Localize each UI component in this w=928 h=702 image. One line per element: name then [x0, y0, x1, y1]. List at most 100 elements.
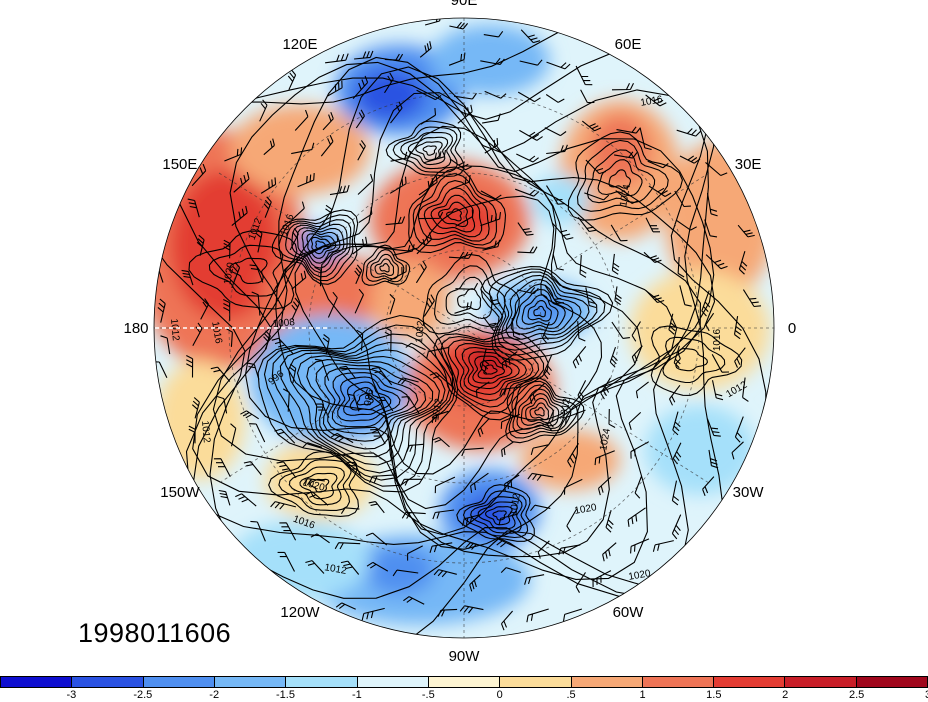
- isobar: [516, 388, 566, 430]
- wind-barb: [515, 188, 540, 197]
- wind-barb: [611, 321, 630, 339]
- isobar: [315, 363, 427, 442]
- wind-barb: [400, 478, 423, 486]
- wind-barb: [274, 428, 296, 444]
- wind-barb: [322, 112, 334, 131]
- wind-barb: [584, 192, 610, 201]
- wind-barb: [271, 337, 294, 354]
- wind-barb: [585, 287, 597, 309]
- wind-barb: [592, 570, 612, 588]
- wind-barb: [305, 491, 329, 506]
- wind-barb: [669, 384, 681, 406]
- isobar: [454, 343, 534, 402]
- isobar: [337, 376, 401, 422]
- wind-barb: [543, 354, 553, 380]
- wind-barb: [702, 476, 715, 496]
- wind-barb: [250, 520, 266, 542]
- isobar: [422, 145, 437, 156]
- wind-barb: [270, 501, 297, 510]
- isobar: [483, 364, 498, 375]
- wind-barb: [418, 175, 438, 196]
- wind-barb: [615, 190, 639, 204]
- colorbar-bin: [72, 677, 144, 687]
- isobar: [278, 459, 352, 511]
- wind-barb: [223, 239, 231, 259]
- isobar: [188, 230, 298, 310]
- wind-barb: [627, 507, 646, 527]
- colorbar-bin: [143, 677, 215, 687]
- wind-barb: [255, 228, 263, 253]
- wind-barb: [233, 171, 250, 193]
- wind-barb: [432, 509, 455, 520]
- wind-barb: [742, 377, 749, 402]
- colorbar-tick-label: 0: [496, 689, 503, 701]
- wind-barb: [314, 358, 330, 381]
- wind-barb: [303, 478, 325, 486]
- isobar: [343, 381, 392, 416]
- wind-barb: [711, 354, 730, 373]
- colorbar-tick-label: 1.5: [706, 689, 722, 701]
- isobar: [438, 201, 469, 228]
- wind-barb: [457, 104, 473, 124]
- isobar: [356, 393, 374, 406]
- wind-barb: [289, 227, 299, 251]
- wind-barb: [577, 321, 586, 342]
- wind-barb: [302, 442, 323, 449]
- colorbar-bin: [500, 677, 572, 687]
- isobar: [301, 230, 341, 264]
- wind-barb: [645, 290, 665, 304]
- wind-barb: [529, 382, 546, 404]
- colorbar-labels: -3 -2.5 -2 -1.5 -1 -.5 0 .5 1 1.5 2 2.5 3: [0, 689, 928, 702]
- isobar: [534, 407, 545, 417]
- isobar: [299, 472, 338, 500]
- wind-barb: [634, 476, 642, 499]
- isobar: [472, 355, 513, 384]
- colorbar-tick-label: -1.5: [276, 689, 295, 701]
- isobar: [408, 166, 507, 254]
- wind-barb: [504, 474, 520, 491]
- wind-barb: [385, 216, 406, 226]
- longitude-label: 120E: [282, 36, 317, 53]
- wind-barb: [403, 596, 425, 605]
- colorbar-bin: [785, 677, 857, 687]
- contour-label: 1016: [640, 94, 664, 109]
- wind-barb: [679, 155, 701, 164]
- wind-barb: [426, 346, 449, 359]
- isobar: [271, 209, 359, 285]
- colorbar-tick-label: 2.5: [848, 689, 865, 701]
- wind-barb: [294, 109, 309, 131]
- contour-label: 1016: [712, 328, 723, 351]
- wind-barb: [454, 301, 473, 314]
- wind-barb: [407, 545, 423, 561]
- wind-barb: [369, 474, 394, 483]
- colorbar-bin: [0, 677, 73, 687]
- wind-barb: [734, 347, 746, 368]
- wind-barb: [335, 602, 356, 610]
- isobar: [433, 331, 549, 421]
- wind-barb: [249, 264, 264, 283]
- wind-barb: [354, 50, 374, 60]
- wind-barb: [465, 542, 485, 550]
- wind-barb: [565, 409, 586, 425]
- wind-barb: [386, 264, 407, 283]
- wind-barb: [330, 432, 354, 444]
- colorbar-tick-label: -.5: [421, 689, 435, 701]
- wind-barb: [365, 532, 388, 546]
- isobar: [480, 266, 614, 361]
- wind-barb: [635, 381, 649, 399]
- wind-barb: [639, 127, 652, 151]
- wind-barb: [551, 222, 574, 240]
- wind-barb: [516, 153, 539, 163]
- wind-barb: [738, 251, 748, 275]
- wind-barb: [310, 533, 330, 544]
- wind-barb: [305, 560, 325, 574]
- isobar: [462, 490, 529, 539]
- wind-barb: [314, 266, 322, 287]
- wind-barb: [706, 418, 721, 437]
- wind-barb: [432, 436, 450, 448]
- wind-barb: [676, 219, 697, 231]
- wind-barb: [406, 443, 424, 453]
- wind-barb: [648, 185, 672, 197]
- wind-barb: [602, 542, 617, 562]
- wind-barb: [297, 173, 315, 188]
